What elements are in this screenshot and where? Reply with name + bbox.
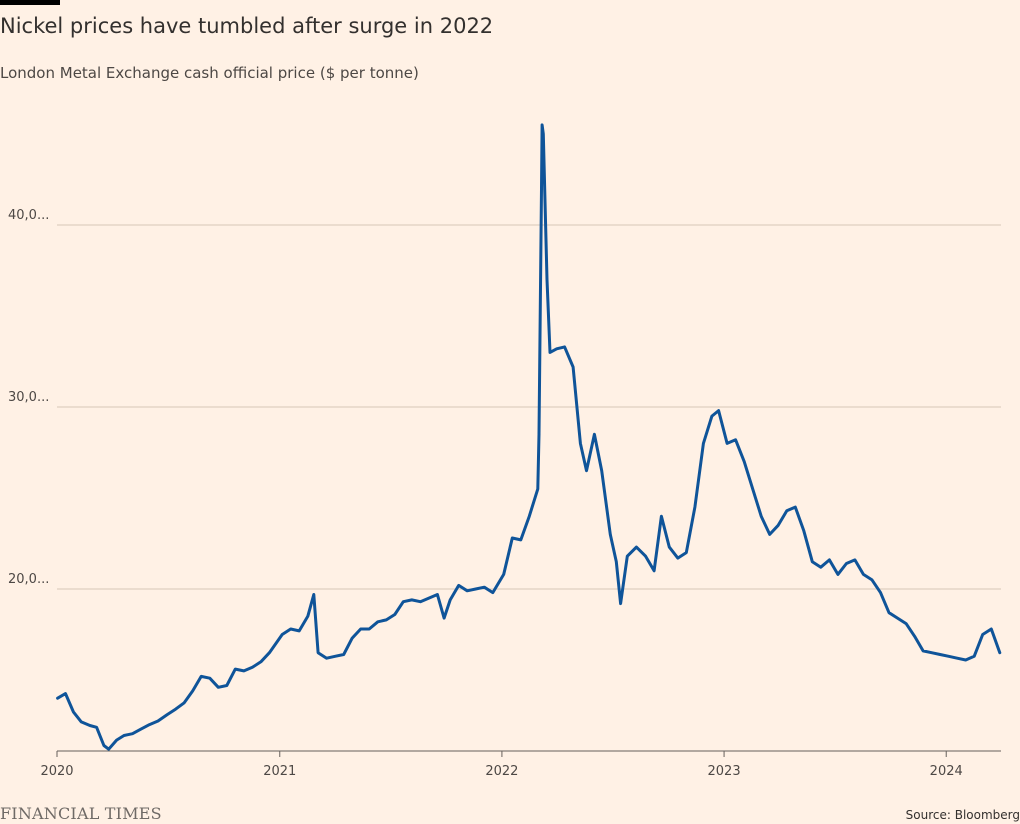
y-tick-label: 30,0... bbox=[8, 390, 49, 405]
x-tick-label: 2024 bbox=[930, 764, 963, 779]
x-tick-label: 2020 bbox=[40, 764, 73, 779]
x-tick-label: 2022 bbox=[485, 764, 518, 779]
y-axis-ticks: 20,0... 30,0... 40,0... bbox=[8, 208, 49, 587]
x-axis-ticks: 2020 2021 2022 2023 2024 bbox=[40, 751, 963, 779]
chart-title: Nickel prices have tumbled after surge i… bbox=[0, 14, 494, 38]
x-tick-label: 2023 bbox=[708, 764, 741, 779]
ft-logo: FINANCIAL TIMES bbox=[0, 804, 162, 823]
y-tick-label: 40,0... bbox=[8, 208, 49, 223]
brand-accent-bar bbox=[0, 0, 60, 5]
source-note: Source: Bloomberg bbox=[905, 808, 1020, 822]
gridlines bbox=[57, 224, 1001, 590]
y-tick-label: 20,0... bbox=[8, 572, 49, 587]
x-tick-label: 2021 bbox=[263, 764, 296, 779]
series-line-nickel-price bbox=[56, 123, 1002, 751]
chart-subtitle: London Metal Exchange cash official pric… bbox=[0, 64, 419, 82]
